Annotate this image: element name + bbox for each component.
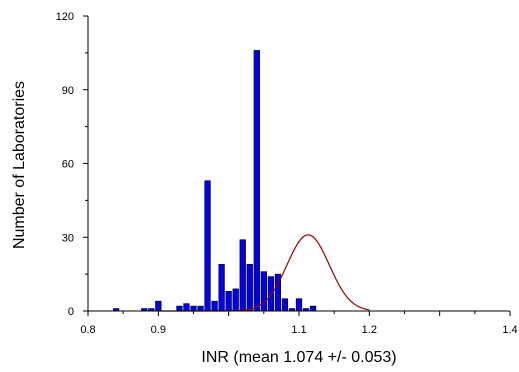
histogram-bar: [176, 305, 183, 312]
histogram-bar: [155, 300, 162, 312]
x-axis-title: INR (mean 1.074 +/- 0.053): [201, 349, 396, 366]
x-tick-label: 1.4: [502, 324, 517, 336]
y-tick-label: 0: [68, 306, 74, 318]
x-tick-label: 0.9: [151, 324, 166, 336]
histogram-bar: [246, 263, 253, 312]
x-tick-label: 0.8: [80, 324, 95, 336]
x-tick-label: 1.2: [362, 324, 377, 336]
histogram-bar: [183, 303, 190, 312]
histogram-bar: [253, 50, 260, 312]
y-tick-label: 120: [56, 11, 74, 23]
y-tick-label: 60: [62, 159, 74, 171]
x-tick-label: 1.1: [291, 324, 306, 336]
y-axis-title: Number of Laboratories: [11, 81, 28, 249]
histogram-bar: [204, 180, 211, 312]
histogram-bar: [190, 305, 197, 312]
histogram-bar: [281, 298, 289, 312]
histogram-bar: [260, 271, 267, 312]
plot-area: 0 30 60 90 120 0.8 0.9 1.1 1.2 1.4: [56, 11, 518, 336]
histogram-bar: [309, 305, 317, 312]
y-tick-label: 90: [62, 85, 74, 97]
histogram-bar: [225, 291, 232, 312]
histogram-bar: [197, 305, 204, 312]
histogram-bar: [239, 239, 246, 312]
histogram-bar: [232, 288, 239, 312]
histogram-bar: [218, 263, 225, 312]
y-tick-label: 30: [62, 232, 74, 244]
histogram-bar: [211, 300, 218, 312]
histogram-bar: [267, 276, 274, 312]
histogram-bar: [295, 298, 303, 312]
